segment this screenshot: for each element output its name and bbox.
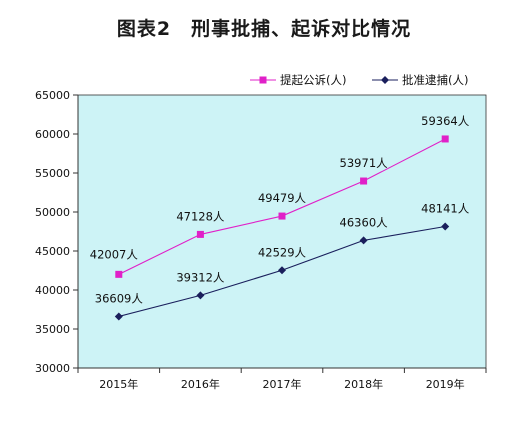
data-point (196, 230, 204, 238)
x-tick-label: 2017年 (263, 377, 302, 391)
data-point (196, 291, 205, 300)
x-axis: 2015年 2016年 2017年 2018年 2019年 (77, 367, 487, 391)
data-label: 39312人 (176, 270, 225, 284)
data-point (441, 135, 449, 143)
data-point (359, 236, 368, 245)
x-tick-label: 2018年 (344, 377, 383, 391)
series-layer: 42007人 47128人 49479人 53971人 59364人 36609人 3931… (90, 114, 470, 321)
y-tick-label: 45000 (35, 245, 70, 258)
data-label: 53971人 (340, 156, 389, 170)
data-point (115, 270, 123, 278)
x-tick-label: 2016年 (181, 377, 220, 391)
data-label: 47128人 (176, 209, 225, 223)
data-point (360, 177, 368, 185)
y-tick-label: 60000 (35, 128, 70, 141)
legend-marker (259, 76, 267, 84)
y-tick-label: 30000 (35, 362, 70, 375)
legend: 提起公诉(人) 批准逮捕(人) (250, 73, 468, 87)
data-label: 42007人 (90, 247, 139, 261)
data-point (441, 222, 450, 231)
y-axis: 30000 35000 40000 45000 50000 55000 60000 65000 (35, 89, 79, 375)
data-point (278, 212, 286, 220)
legend-label: 提起公诉(人) (280, 73, 346, 87)
y-tick-label: 65000 (35, 89, 70, 102)
y-tick-label: 55000 (35, 167, 70, 180)
data-label: 36609人 (95, 291, 144, 305)
x-tick-label: 2019年 (426, 377, 465, 391)
data-label: 46360人 (340, 215, 389, 229)
plot-area (77, 94, 487, 369)
chart-title: 图表2 刑事批捕、起诉对比情况 (116, 18, 412, 40)
data-label: 42529人 (258, 245, 307, 259)
x-tick-label: 2015年 (99, 377, 138, 391)
data-point (114, 312, 123, 321)
legend-label: 批准逮捕(人) (402, 73, 468, 87)
data-label: 59364人 (421, 114, 470, 128)
legend-marker (381, 76, 389, 84)
y-tick-label: 35000 (35, 323, 70, 336)
data-label: 49479人 (258, 191, 307, 205)
y-tick-label: 50000 (35, 206, 70, 219)
data-label: 48141人 (421, 202, 470, 216)
y-tick-label: 40000 (35, 284, 70, 297)
data-point (278, 266, 286, 275)
